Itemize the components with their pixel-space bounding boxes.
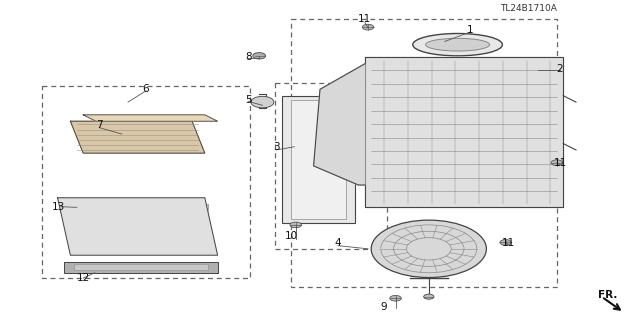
Polygon shape xyxy=(58,198,218,255)
Text: 8: 8 xyxy=(245,52,252,62)
Ellipse shape xyxy=(426,38,490,51)
Bar xyxy=(128,204,163,249)
Text: 7: 7 xyxy=(96,120,102,130)
Bar xyxy=(291,100,346,219)
Polygon shape xyxy=(314,64,365,185)
Text: 1: 1 xyxy=(467,25,474,35)
Text: 12: 12 xyxy=(77,272,90,283)
Polygon shape xyxy=(83,115,218,121)
Text: 10: 10 xyxy=(285,231,298,241)
Text: 11: 11 xyxy=(554,158,566,168)
Bar xyxy=(291,19,557,287)
Circle shape xyxy=(424,294,434,299)
Text: 3: 3 xyxy=(273,142,280,152)
Bar xyxy=(83,204,118,249)
Text: 4: 4 xyxy=(335,238,341,248)
Bar xyxy=(42,86,250,278)
Text: 6: 6 xyxy=(143,84,149,94)
Text: 11: 11 xyxy=(358,14,371,24)
Circle shape xyxy=(551,160,563,166)
Circle shape xyxy=(500,240,511,245)
Polygon shape xyxy=(365,57,563,207)
Circle shape xyxy=(390,295,401,301)
Polygon shape xyxy=(70,121,205,153)
Text: 5: 5 xyxy=(245,94,252,105)
Circle shape xyxy=(253,53,266,59)
Text: FR.: FR. xyxy=(598,290,618,300)
Text: 13: 13 xyxy=(52,202,65,212)
Circle shape xyxy=(371,220,486,278)
Bar xyxy=(74,264,208,270)
Circle shape xyxy=(290,222,301,228)
Bar xyxy=(275,83,387,249)
Ellipse shape xyxy=(413,33,502,56)
Circle shape xyxy=(362,24,374,30)
Circle shape xyxy=(251,96,274,108)
Bar xyxy=(282,96,355,223)
Text: 11: 11 xyxy=(502,238,515,248)
Text: 9: 9 xyxy=(381,302,387,312)
Bar xyxy=(173,204,208,249)
Text: 2: 2 xyxy=(557,63,563,74)
Bar xyxy=(64,262,218,273)
Text: TL24B1710A: TL24B1710A xyxy=(500,4,557,13)
